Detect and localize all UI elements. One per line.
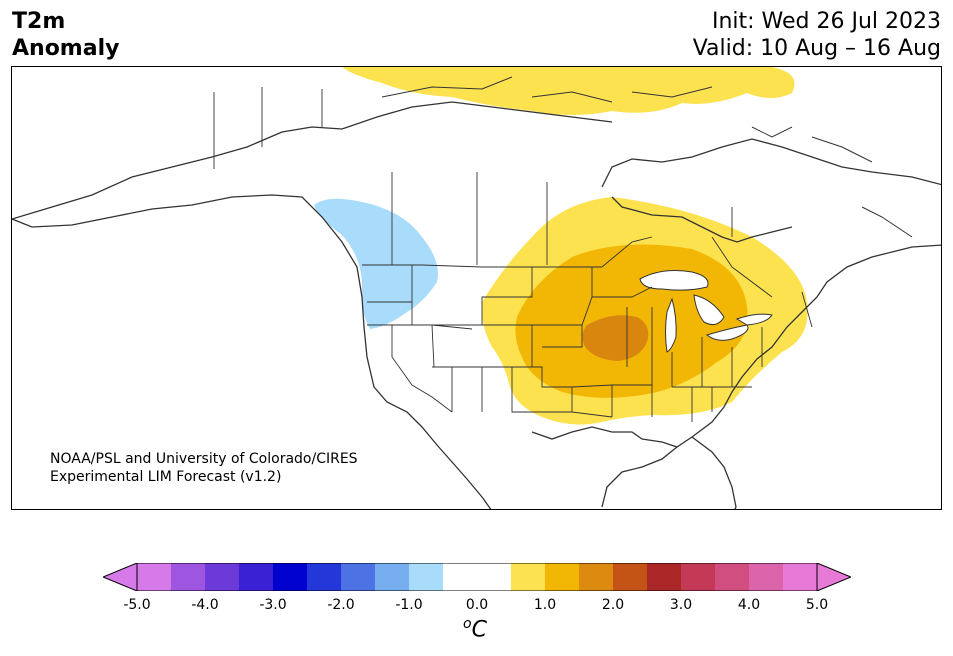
florida-coast [601, 436, 737, 509]
arctic-warm-anomaly [342, 67, 795, 115]
colorbar-segment [273, 563, 308, 591]
colorbar-tick-label: -1.0 [395, 597, 423, 613]
init-date: Init: Wed 26 Jul 2023 [711, 9, 941, 34]
colorbar-segment [307, 563, 342, 591]
colorbar-segment [579, 563, 614, 591]
colorbar-tick-label: 1.0 [533, 597, 557, 613]
colorbar-segment [341, 563, 376, 591]
central-warm-anomaly-core [582, 315, 649, 361]
unit-degree: o [463, 616, 472, 632]
political-borders [213, 87, 813, 422]
colorbar-tick-label: 4.0 [737, 597, 761, 613]
colorbar-segment [715, 563, 750, 591]
colorbar-segment [205, 563, 240, 591]
colorbar-segment [137, 563, 172, 591]
colorbar-low-extend [103, 563, 138, 591]
credit-line-1: NOAA/PSL and University of Colorado/CIRE… [50, 451, 358, 467]
colorbar-segment [647, 563, 682, 591]
colorbar [103, 563, 851, 591]
colorbar-tick-label: -4.0 [191, 597, 219, 613]
colorbar-tick-label: -2.0 [327, 597, 355, 613]
colorbar-segment [681, 563, 716, 591]
coastline [12, 101, 941, 509]
map-panel: NOAA/PSL and University of Colorado/CIRE… [11, 66, 942, 510]
map-canvas [12, 67, 941, 509]
colorbar-outline [136, 563, 818, 591]
colorbar-tick-label: 0.0 [465, 597, 489, 613]
colorbar-segment [749, 563, 784, 591]
colorbar-tick-label: 2.0 [601, 597, 625, 613]
colorbar-segment [239, 563, 274, 591]
credit-text: NOAA/PSL and University of Colorado/CIRE… [50, 450, 358, 486]
title-line-2: Anomaly [12, 36, 120, 61]
great-lakes [639, 270, 773, 353]
colorbar-segments [137, 563, 818, 591]
colorbar-tick-label: -5.0 [123, 597, 151, 613]
colorbar-segment [613, 563, 648, 591]
colorbar-segment [375, 563, 410, 591]
unit-label: oC [463, 616, 487, 642]
title-line-1: T2m [12, 9, 66, 34]
northwest-cool-anomaly [314, 198, 438, 329]
forecast-dates: Init: Wed 26 Jul 2023 Valid: 10 Aug – 16… [693, 8, 941, 62]
arctic-islands [381, 76, 913, 238]
colorbar-segment [477, 563, 512, 591]
colorbar-segment [545, 563, 580, 591]
colorbar-high-extend [816, 563, 851, 591]
colorbar-segment [511, 563, 546, 591]
colorbar-segment [171, 563, 206, 591]
colorbar-tick-label: 5.0 [805, 597, 829, 613]
credit-line-2: Experimental LIM Forecast (v1.2) [50, 469, 282, 485]
colorbar-tick-label: 3.0 [669, 597, 693, 613]
valid-range: Valid: 10 Aug – 16 Aug [692, 36, 941, 61]
unit-base: C [471, 617, 487, 643]
colorbar-tick-labels: -5.0 -4.0 -3.0 -2.0 -1.0 0.0 1.0 2.0 3.0 4.0 5.0 [0, 597, 953, 617]
colorbar-segment [783, 563, 818, 591]
map-title: T2m Anomaly [12, 8, 119, 62]
colorbar-segment [409, 563, 444, 591]
colorbar-tick-label: -3.0 [259, 597, 287, 613]
colorbar-segment [443, 563, 478, 591]
